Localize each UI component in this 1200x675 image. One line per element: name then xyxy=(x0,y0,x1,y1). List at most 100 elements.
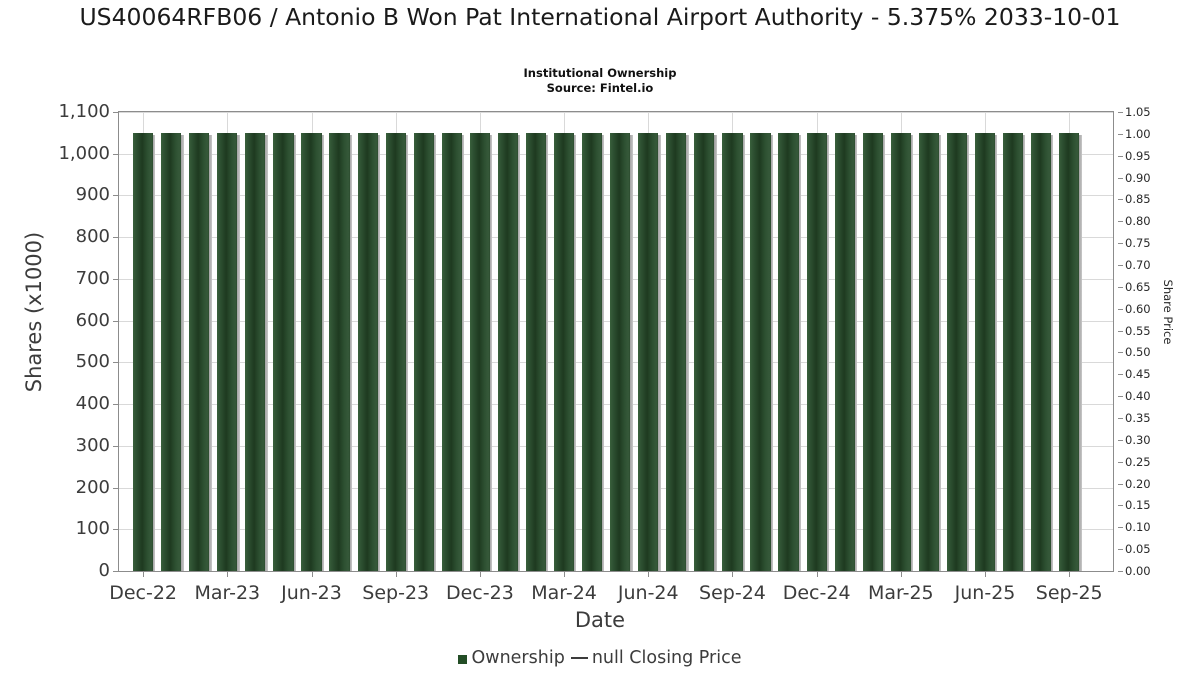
bar[interactable] xyxy=(1002,132,1024,571)
y-axis-right-tickmark xyxy=(1118,265,1123,266)
bar-shadow xyxy=(488,134,493,571)
bar-shadow xyxy=(460,134,465,571)
y-axis-left-tickmark xyxy=(113,237,118,239)
x-axis-tick-label: Dec-22 xyxy=(109,582,178,604)
x-axis-tickmark xyxy=(985,572,987,577)
y-axis-right-tickmark xyxy=(1118,571,1123,572)
y-axis-left-tick-label: 300 xyxy=(75,434,110,456)
bar[interactable] xyxy=(890,132,911,571)
y-axis-left-tickmark xyxy=(113,112,118,113)
y-axis-right-tick-label: 1.00 xyxy=(1125,126,1151,141)
bar[interactable] xyxy=(666,132,687,571)
bar[interactable] xyxy=(301,132,322,571)
bar[interactable] xyxy=(974,132,996,571)
bar-shadow xyxy=(966,134,970,571)
bar-shadow xyxy=(685,134,689,571)
y-axis-right-tickmark xyxy=(1118,133,1123,135)
x-axis-tickmark xyxy=(311,572,313,577)
y-axis-right-tickmark xyxy=(1118,243,1123,245)
y-axis-left-tick-label: 1,000 xyxy=(58,142,110,164)
gridline-horizontal xyxy=(119,112,1113,113)
y-axis-right-tickmark xyxy=(1118,286,1123,288)
bar[interactable] xyxy=(750,132,771,571)
bar[interactable] xyxy=(946,132,968,571)
y-axis-right-tick-label: 0.75 xyxy=(1125,236,1151,251)
bar-shadow xyxy=(404,134,409,571)
bar[interactable] xyxy=(133,132,154,571)
y-axis-left-tick-label: 0 xyxy=(98,560,110,581)
bar-shadow xyxy=(938,134,942,571)
y-axis-left-tick-label: 100 xyxy=(75,518,110,540)
y-axis-right-tickmark xyxy=(1118,374,1123,376)
y-axis-right-tick-label: 0.40 xyxy=(1125,389,1151,404)
y-axis-right-tickmark xyxy=(1118,352,1123,354)
y-axis-right-tick-label: 0.60 xyxy=(1125,301,1151,316)
bar[interactable] xyxy=(189,132,210,571)
x-axis-tickmark xyxy=(732,572,734,577)
bar[interactable] xyxy=(582,132,603,571)
bar[interactable] xyxy=(610,132,631,571)
chart-title: US40064RFB06 / Antonio B Won Pat Interna… xyxy=(79,3,1121,31)
y-axis-left-tick-label: 200 xyxy=(75,476,110,498)
bar[interactable] xyxy=(1059,132,1080,571)
bar-shadow xyxy=(545,134,549,571)
bar[interactable] xyxy=(834,132,855,571)
bar[interactable] xyxy=(245,132,266,571)
bar[interactable] xyxy=(441,132,462,571)
y-axis-right-tickmark xyxy=(1118,330,1123,332)
bar[interactable] xyxy=(385,132,406,571)
chart-subtitle-line1: Institutional Ownership xyxy=(523,66,677,80)
bar-shadow xyxy=(1050,134,1054,571)
bar[interactable] xyxy=(357,132,378,571)
x-axis-tickmark xyxy=(816,572,818,577)
x-axis-tick-label: Sep-24 xyxy=(699,582,766,604)
y-axis-right-tickmark xyxy=(1118,221,1123,223)
bar-shadow xyxy=(713,134,717,571)
y-axis-right-tick-label: 0.00 xyxy=(1125,564,1151,578)
bar[interactable] xyxy=(469,132,490,571)
x-axis-title: Date xyxy=(574,608,626,632)
bar-shadow xyxy=(320,134,324,571)
y-axis-right-tickmark xyxy=(1118,155,1123,157)
bar[interactable] xyxy=(525,132,547,571)
legend-item-ownership[interactable]: Ownership xyxy=(458,648,565,668)
x-axis-tick-label: Sep-25 xyxy=(1035,582,1103,604)
y-axis-right-tick-label: 0.45 xyxy=(1125,367,1151,382)
y-axis-left-tickmark xyxy=(113,571,118,572)
bar-series-ownership xyxy=(119,112,1113,571)
legend-square-icon xyxy=(458,654,468,664)
chart-subtitle: Institutional Ownership Source: Fintel.i… xyxy=(0,66,1200,95)
x-axis-tickmark xyxy=(648,572,650,577)
y-axis-left-tick-label: 500 xyxy=(75,351,110,373)
bar-shadow xyxy=(348,134,352,571)
x-axis-tickmark xyxy=(227,572,229,577)
bar[interactable] xyxy=(638,132,659,571)
y-axis-left-tickmark xyxy=(113,278,118,280)
bar[interactable] xyxy=(497,132,519,571)
y-axis-right-tick-label: 0.65 xyxy=(1125,279,1151,294)
bar[interactable] xyxy=(161,132,182,571)
bar[interactable] xyxy=(862,132,883,571)
y-axis-right-tick-label: 0.95 xyxy=(1125,148,1151,163)
bar[interactable] xyxy=(273,132,294,571)
bar-shadow xyxy=(264,134,268,571)
bar[interactable] xyxy=(553,132,575,571)
bar[interactable] xyxy=(217,132,238,571)
legend-item-closing-price[interactable]: null Closing Price xyxy=(570,648,742,668)
y-axis-left-tick-label: 600 xyxy=(75,309,110,331)
bar[interactable] xyxy=(329,132,350,571)
y-axis-right-tickmark xyxy=(1118,199,1123,201)
bar[interactable] xyxy=(722,132,743,571)
bar-shadow xyxy=(573,134,577,571)
bar[interactable] xyxy=(918,132,939,571)
bar[interactable] xyxy=(778,132,799,571)
y-axis-right-tickmark xyxy=(1118,461,1123,463)
bar[interactable] xyxy=(694,132,715,571)
bar[interactable] xyxy=(413,132,434,571)
bar[interactable] xyxy=(1031,132,1052,571)
bar-shadow xyxy=(853,134,858,571)
plot-area xyxy=(118,111,1114,572)
bar[interactable] xyxy=(806,132,827,571)
y-axis-left-tickmark xyxy=(113,529,118,531)
